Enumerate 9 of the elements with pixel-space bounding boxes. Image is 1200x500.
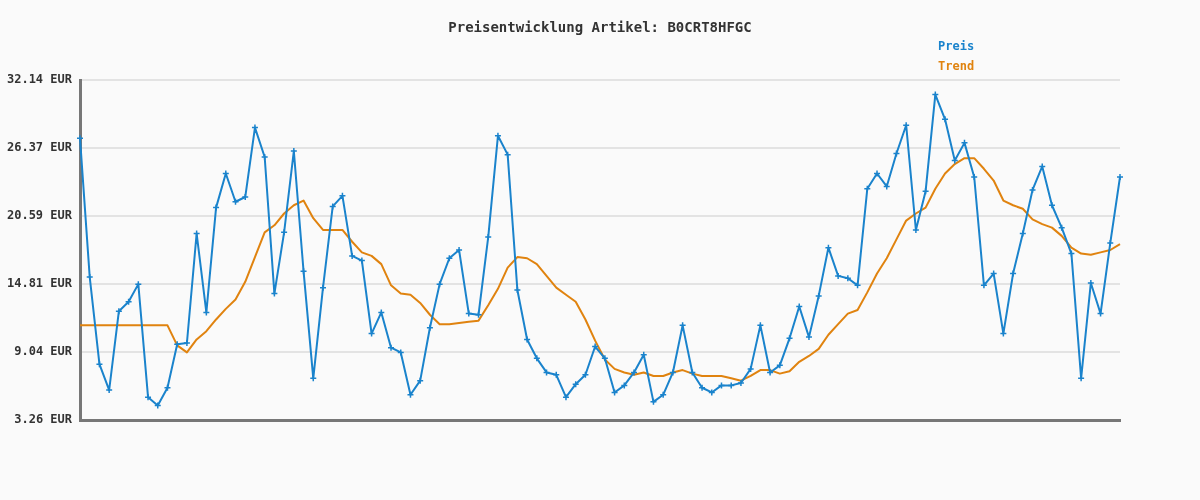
- y-tick-label: 14.81 EUR: [6, 276, 73, 291]
- y-tick-label: 26.37 EUR: [6, 140, 73, 155]
- text: Trend: [938, 59, 975, 74]
- chart-title: Preisentwicklung Artikel: B0CRT8HFGC: [448, 18, 752, 35]
- y-tick-label: 3.26 EUR: [14, 412, 73, 427]
- y-tick-label: 32.14 EUR: [6, 72, 73, 87]
- y-tick-label: 9.04 EUR: [14, 344, 73, 359]
- y-tick-label: 20.59 EUR: [6, 208, 73, 223]
- text: Preis: [938, 39, 975, 54]
